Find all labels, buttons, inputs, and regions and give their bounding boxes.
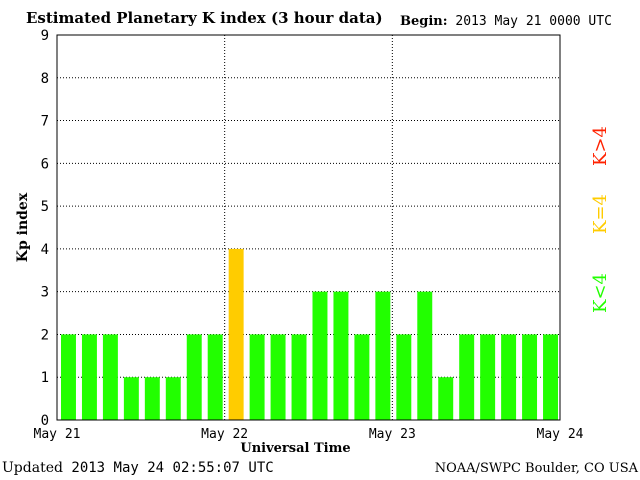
chart-title: Estimated Planetary K index (3 hour data… (26, 9, 383, 27)
bar-20 (480, 334, 496, 420)
bar-23 (543, 334, 558, 420)
y-tick-label-8: 8 (41, 71, 49, 87)
bar-17 (417, 291, 433, 420)
x-tick-label-3: May 24 (537, 427, 584, 442)
begin-label: Begin: (400, 14, 448, 29)
y-tick-label-0: 0 (41, 413, 49, 429)
legend-low: K<4 (590, 273, 611, 313)
x-axis-label: Universal Time (240, 441, 350, 456)
bar-16 (396, 334, 412, 420)
y-tick-label-6: 6 (41, 156, 49, 172)
begin-time: Begin: 2013 May 21 0000 UTC (400, 14, 612, 29)
y-axis-label: Kp index (15, 192, 31, 262)
plot-frame (56, 34, 561, 421)
begin-value: 2013 May 21 0000 UTC (455, 14, 612, 29)
bar-7 (207, 334, 223, 420)
grid-lines (57, 35, 560, 420)
bar-0 (61, 334, 76, 420)
y-tick-label-4: 4 (41, 242, 49, 258)
bar-18 (438, 377, 454, 420)
bar-2 (102, 334, 118, 420)
bar-15 (375, 291, 391, 420)
y-tick-labels: 0 1 2 3 4 5 6 7 8 9 (41, 28, 49, 429)
bar-3 (123, 377, 139, 420)
bar-14 (354, 334, 370, 420)
bar-10 (270, 334, 286, 420)
y-tick-label-9: 9 (41, 28, 49, 44)
y-tick-label-5: 5 (41, 199, 49, 215)
y-tick-label-2: 2 (41, 327, 49, 343)
bar-9 (249, 334, 265, 420)
bar-12 (312, 291, 328, 420)
bar-13 (333, 291, 349, 420)
bar-6 (186, 334, 202, 420)
bar-4 (144, 377, 160, 420)
bar-22 (522, 334, 538, 420)
bar-19 (459, 334, 475, 420)
y-tick-label-3: 3 (41, 285, 49, 301)
legend-mid: K=4 (590, 194, 611, 234)
bar-21 (501, 334, 517, 420)
bar-1 (81, 334, 97, 420)
bar-8 (228, 248, 244, 420)
x-tick-label-1: May 22 (201, 427, 248, 442)
updated-value: 2013 May 24 02:55:07 UTC (71, 460, 274, 476)
updated-time: Updated 2013 May 24 02:55:07 UTC (2, 460, 274, 476)
x-tick-labels: May 21 May 22 May 23 May 24 (34, 427, 584, 442)
y-tick-label-1: 1 (41, 370, 49, 386)
y-tick-label-7: 7 (41, 114, 49, 130)
credit-text: NOAA/SWPC Boulder, CO USA (434, 461, 638, 476)
legend-high: K>4 (590, 126, 611, 166)
updated-label: Updated (2, 460, 63, 476)
x-tick-label-0: May 21 (34, 427, 81, 442)
bar-5 (165, 377, 181, 420)
bars (61, 248, 558, 420)
x-tick-label-2: May 23 (369, 427, 416, 442)
bar-11 (291, 334, 307, 420)
